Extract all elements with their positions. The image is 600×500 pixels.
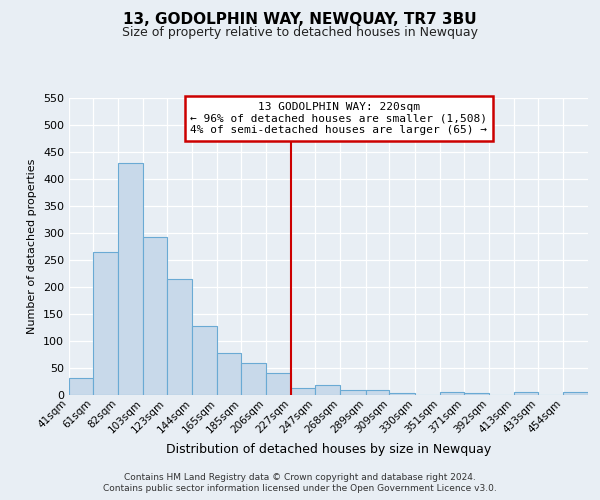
Text: Contains HM Land Registry data © Crown copyright and database right 2024.: Contains HM Land Registry data © Crown c… xyxy=(124,472,476,482)
Bar xyxy=(514,392,538,395)
Bar xyxy=(292,388,316,395)
Bar xyxy=(316,386,340,395)
Bar xyxy=(217,354,241,395)
Bar xyxy=(192,326,217,395)
Bar xyxy=(340,390,365,395)
Bar xyxy=(266,373,292,395)
Y-axis label: Number of detached properties: Number of detached properties xyxy=(28,158,37,334)
Bar xyxy=(69,378,93,395)
Bar xyxy=(93,252,118,395)
Bar xyxy=(118,164,143,395)
Text: Size of property relative to detached houses in Newquay: Size of property relative to detached ho… xyxy=(122,26,478,39)
Bar xyxy=(389,394,415,395)
Bar xyxy=(365,390,389,395)
Bar xyxy=(464,393,489,395)
Text: Contains public sector information licensed under the Open Government Licence v3: Contains public sector information licen… xyxy=(103,484,497,493)
Bar xyxy=(241,362,266,395)
X-axis label: Distribution of detached houses by size in Newquay: Distribution of detached houses by size … xyxy=(166,443,491,456)
Bar xyxy=(143,237,167,395)
Text: 13, GODOLPHIN WAY, NEWQUAY, TR7 3BU: 13, GODOLPHIN WAY, NEWQUAY, TR7 3BU xyxy=(123,12,477,28)
Bar xyxy=(167,278,192,395)
Text: 13 GODOLPHIN WAY: 220sqm
← 96% of detached houses are smaller (1,508)
4% of semi: 13 GODOLPHIN WAY: 220sqm ← 96% of detach… xyxy=(190,102,487,135)
Bar xyxy=(440,392,464,395)
Bar xyxy=(563,392,588,395)
